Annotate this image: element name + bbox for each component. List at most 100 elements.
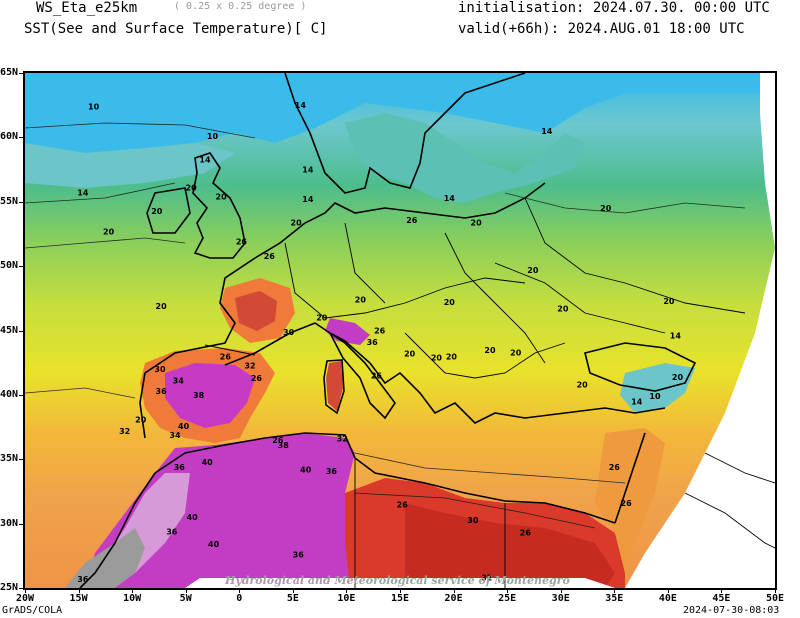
- contour-label: 40: [187, 513, 199, 522]
- contour-label: 20: [186, 184, 198, 193]
- longitude-label: 20W: [15, 593, 35, 604]
- longitude-tick: [453, 590, 455, 593]
- contour-label: 20: [135, 415, 147, 424]
- contour-label: 20: [156, 302, 168, 311]
- latitude-tick: [19, 330, 23, 332]
- border-russia: [524, 197, 746, 314]
- latitude-tick: [19, 523, 23, 525]
- contour-label: 20: [444, 298, 456, 307]
- border-east-europe: [444, 232, 546, 364]
- longitude-label: 10W: [123, 593, 142, 604]
- model-name: WS_Eta_e25km: [36, 0, 138, 16]
- sst-iberia-hot: [165, 363, 255, 428]
- sst-east-orange: [595, 428, 665, 573]
- valid-time: valid(+66h): 2024.AUG.01 18:00 UTC: [458, 21, 745, 37]
- contour-label: 26: [374, 327, 386, 336]
- contour-label: 26: [397, 500, 409, 509]
- longitude-tick: [185, 590, 187, 593]
- contour-label: 20: [471, 218, 483, 227]
- contour-label: 26: [220, 352, 232, 361]
- coast-britain: [192, 152, 246, 259]
- variable-title: SST(See and Surface Temperature)[ C]: [24, 21, 328, 37]
- longitude-label: 5E: [286, 593, 299, 604]
- contour-label: 10: [207, 132, 219, 141]
- sst-france-hot: [235, 291, 277, 331]
- contours: [25, 122, 746, 529]
- longitude-label: 30E: [551, 593, 570, 604]
- contour-label: 32: [337, 435, 348, 444]
- contour-label: 20: [431, 354, 443, 363]
- country-borders: [204, 197, 775, 588]
- coast-scandinavia: [284, 73, 526, 194]
- contour-label: 40: [208, 540, 220, 549]
- latitude-label: 60N: [0, 131, 19, 143]
- contour-label: 36: [293, 551, 305, 560]
- contour-label: 14: [302, 166, 314, 175]
- longitude-tick: [560, 590, 562, 593]
- border-balkans: [404, 332, 566, 379]
- longitude-label: 0: [236, 593, 243, 604]
- coast-africa-north: [154, 432, 616, 524]
- contour-label: 40: [178, 422, 190, 431]
- border-middle-east: [684, 492, 775, 549]
- contour-label: 20: [404, 350, 416, 359]
- contour-label: 20: [316, 314, 328, 323]
- contour-label: 36: [77, 575, 89, 584]
- contour-label: 26: [272, 436, 284, 445]
- contour-label: 20: [510, 348, 522, 357]
- border-central-europe: [284, 242, 526, 319]
- contour-20-east: [504, 192, 746, 214]
- longitude-label: 45E: [712, 593, 731, 604]
- contour-label: 34: [169, 431, 181, 440]
- contour-26-med: [354, 452, 626, 484]
- contour-label: 26: [609, 463, 621, 472]
- latitude-label: 40N: [0, 388, 19, 400]
- contour-label: 20: [216, 193, 228, 202]
- contour-label: 20: [355, 296, 367, 305]
- contour-label: 20: [103, 227, 115, 236]
- latitude-tick: [19, 73, 23, 74]
- contour-label: 14: [631, 397, 643, 406]
- latitude-label: 65N: [0, 67, 19, 78]
- contour-label: 14: [295, 101, 307, 110]
- domain-outside-northeast: [760, 73, 775, 248]
- contour-label: 20: [527, 266, 539, 275]
- sst-band-teal-north: [25, 143, 235, 188]
- contour-label: 26: [251, 374, 263, 383]
- border-germany-poland: [344, 222, 386, 304]
- contour-label: 34: [173, 377, 185, 386]
- sst-libya-darkred: [405, 503, 615, 588]
- longitude-tick: [721, 590, 723, 593]
- contour-label: 20: [577, 381, 589, 390]
- contour-label: 38: [278, 441, 290, 450]
- coast-levant: [614, 432, 646, 524]
- latitude-label: 55N: [0, 195, 19, 207]
- border-ukraine: [494, 262, 666, 334]
- longitude-label: 5W: [179, 593, 192, 604]
- longitude-tick: [400, 590, 401, 593]
- coast-mediterranean-north: [224, 322, 666, 424]
- coast-africa-west: [79, 472, 156, 588]
- longitude-tick: [132, 590, 134, 593]
- contour-label: 36: [166, 527, 178, 536]
- contour-label: 26: [621, 499, 633, 508]
- contour-label: 20: [484, 346, 496, 355]
- contour-label: 20: [151, 207, 163, 216]
- longitude-label: 15E: [390, 593, 410, 604]
- contour-label: 38: [193, 391, 205, 400]
- sst-baltic-cool: [345, 113, 585, 203]
- contour-30-africa: [354, 492, 596, 529]
- contour-label: 10: [649, 392, 661, 401]
- coast-black-sea: [584, 342, 697, 392]
- contour-label: 20: [446, 352, 458, 361]
- coast-sardinia: [323, 359, 345, 415]
- longitude-label: 50E: [765, 593, 785, 604]
- longitude-label: 40E: [658, 593, 677, 604]
- contour-label: 14: [302, 195, 314, 204]
- contour-label: 32: [481, 574, 492, 583]
- domain-outside-east: [625, 248, 775, 588]
- contour-label: 20: [557, 305, 569, 314]
- contour-label: 26: [236, 238, 248, 247]
- contour-label: 26: [406, 216, 418, 225]
